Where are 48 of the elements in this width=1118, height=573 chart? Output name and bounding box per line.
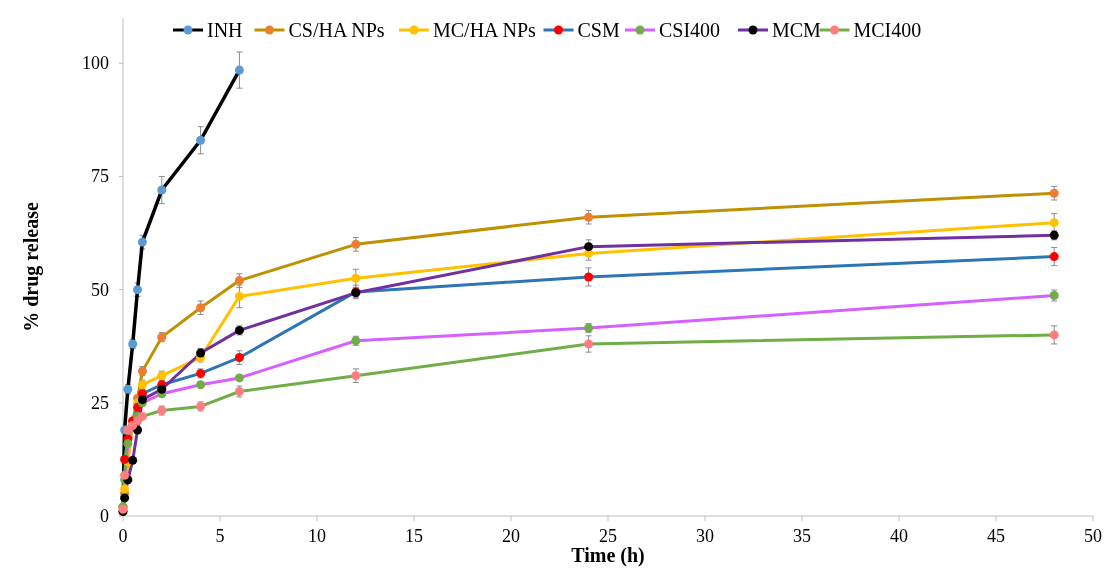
- point: [123, 439, 133, 449]
- x-tick-label: 40: [890, 526, 908, 546]
- legend-label: MC/HA NPs: [433, 19, 537, 41]
- point: [1049, 188, 1059, 198]
- y-tick-label: 100: [82, 53, 109, 74]
- legend-label: CS/HA NPs: [288, 19, 385, 41]
- legend-label: CSM: [577, 19, 620, 41]
- point: [1049, 330, 1059, 340]
- point: [234, 65, 244, 75]
- point: [234, 373, 244, 383]
- point: [123, 384, 133, 394]
- x-tick-label: 15: [405, 526, 423, 546]
- x-tick-label: 5: [215, 526, 225, 546]
- x-tick-label: 0: [118, 526, 128, 546]
- legend-label: CSI400: [659, 19, 721, 41]
- x-tick-label: 50: [1084, 526, 1102, 546]
- point: [120, 484, 130, 494]
- x-axis-title: Time (h): [571, 544, 645, 567]
- y-tick-label: 75: [91, 166, 109, 187]
- legend-label: MCI400: [853, 19, 922, 41]
- point: [133, 285, 143, 295]
- x-tick-label: 35: [793, 526, 811, 546]
- point: [196, 380, 206, 390]
- point: [584, 272, 594, 282]
- legend-label: INH: [207, 19, 243, 41]
- point: [196, 348, 206, 358]
- x-tick-label: 45: [987, 526, 1005, 546]
- point: [234, 291, 244, 301]
- x-tick-label: 25: [599, 526, 617, 546]
- legend-label: MCM: [772, 19, 822, 41]
- point: [584, 339, 594, 349]
- point: [128, 455, 138, 465]
- point: [196, 135, 206, 145]
- point: [120, 470, 130, 480]
- x-tick-label: 10: [308, 526, 326, 546]
- y-tick-label: 50: [91, 279, 109, 300]
- point: [120, 493, 130, 503]
- x-tick-label: 30: [696, 526, 714, 546]
- y-tick-label: 25: [91, 392, 109, 413]
- y-tick-label: 0: [100, 506, 109, 526]
- point: [157, 384, 167, 394]
- point: [157, 185, 167, 195]
- x-tick-label: 20: [502, 526, 520, 546]
- y-axis-title: % drug release: [20, 202, 43, 332]
- point: [137, 237, 147, 247]
- point: [1049, 252, 1059, 262]
- point: [1049, 218, 1059, 228]
- point: [137, 411, 147, 421]
